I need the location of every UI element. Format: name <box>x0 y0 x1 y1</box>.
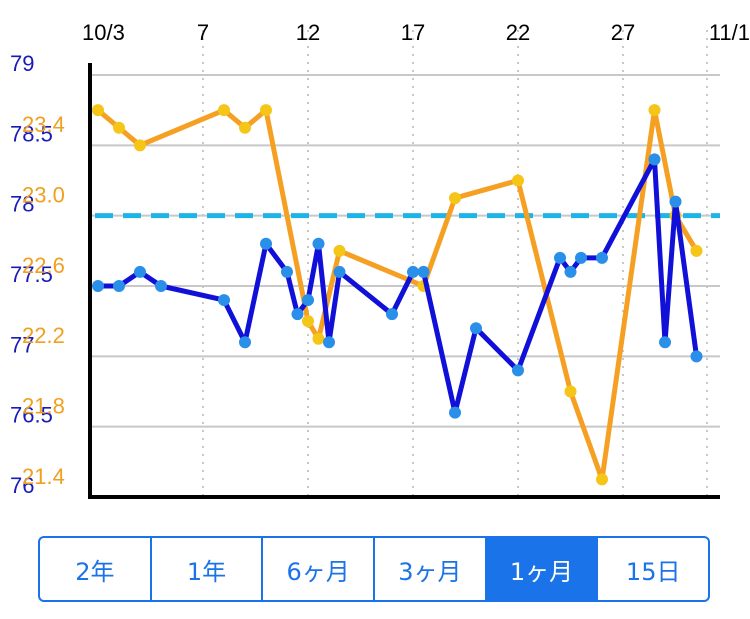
data-point-left <box>512 364 524 377</box>
y-axis-ticks: 79 78.5 78 77.5 77 76.5 76 23.4 23.0 22.6 22.2 21.8… <box>10 51 65 498</box>
y-right-tick-label: 22.2 <box>22 323 65 348</box>
range-option-3m[interactable]: 3ヶ月 <box>375 538 487 600</box>
data-point-left <box>575 251 587 264</box>
data-point-left <box>596 251 608 264</box>
data-point-left <box>323 336 335 349</box>
data-point-left <box>312 237 325 250</box>
data-point-right <box>564 385 577 398</box>
data-point-left <box>648 153 661 166</box>
data-point-left <box>659 336 671 349</box>
data-point-right <box>690 244 703 257</box>
data-point-left <box>470 322 482 335</box>
data-point-left <box>333 265 346 278</box>
data-point-left <box>407 265 419 278</box>
series-group <box>92 104 703 486</box>
data-point-right <box>218 104 230 117</box>
series-line-right <box>96 107 699 482</box>
range-option-6m[interactable]: 6ヶ月 <box>263 538 376 600</box>
x-tick-label: 22 <box>506 20 530 45</box>
range-option-15d[interactable]: 15日 <box>625 557 681 586</box>
data-point-left <box>669 195 682 208</box>
range-option-1y[interactable]: 1年 <box>152 538 264 600</box>
y-right-tick-label: 23.4 <box>22 112 65 137</box>
data-point-right <box>333 244 346 257</box>
y-right-tick-label: 21.8 <box>22 394 65 419</box>
data-point-right <box>134 139 146 152</box>
data-point-left <box>302 294 314 307</box>
data-point-left <box>92 280 104 292</box>
x-tick-label: 27 <box>611 20 635 45</box>
data-point-right <box>596 473 608 486</box>
data-point-left <box>281 265 293 278</box>
y-left-tick-label: 76.5 <box>10 403 53 428</box>
y-right-tick-label: 21.4 <box>22 464 65 489</box>
data-point-left <box>218 294 230 307</box>
data-point-right <box>302 315 314 328</box>
y-right-tick-label: 22.6 <box>22 253 65 278</box>
gridlines <box>90 30 720 498</box>
data-point-right <box>113 121 125 134</box>
data-point-left <box>155 280 167 292</box>
x-tick-label: 7 <box>197 20 209 45</box>
data-point-left <box>449 406 461 419</box>
data-point-left <box>134 265 146 278</box>
y-left-tick-label: 78.5 <box>10 121 53 146</box>
data-point-right <box>648 104 661 117</box>
data-point-left <box>690 350 703 363</box>
data-point-right <box>312 332 325 345</box>
data-point-right <box>239 121 251 134</box>
y-right-tick-label: 23.0 <box>22 183 65 208</box>
range-option-2y[interactable]: 2年 <box>40 538 152 600</box>
data-point-right <box>260 104 272 117</box>
x-tick-label: 12 <box>296 20 320 45</box>
data-point-left <box>554 251 566 264</box>
data-point-right <box>449 192 461 205</box>
data-point-right <box>512 174 524 187</box>
data-point-left <box>113 280 125 292</box>
x-tick-label: 10/3 <box>82 20 125 45</box>
data-point-left <box>417 265 430 278</box>
weight-chart: 79 78.5 78 77.5 77 76.5 76 23.4 23.0 22.6 22.2 21.8… <box>10 20 750 499</box>
y-left-tick-label: 78 <box>10 192 34 217</box>
y-left-tick-label: 79 <box>10 51 34 76</box>
range-option-1m[interactable]: 1ヶ月 <box>486 538 599 600</box>
x-tick-label: 17 <box>401 20 425 45</box>
y-left-tick-label: 76 <box>10 473 34 498</box>
data-point-left <box>260 237 272 250</box>
data-point-left <box>291 308 304 321</box>
data-point-left <box>564 265 577 278</box>
x-tick-label: 11/1 <box>709 20 750 45</box>
data-point-left <box>239 336 251 349</box>
y-left-tick-label: 77 <box>10 332 34 357</box>
y-left-tick-label: 77.5 <box>10 262 53 287</box>
data-point-left <box>386 308 398 321</box>
range-selector: 2年 1年 6ヶ月 3ヶ月 1ヶ月 15日 <box>38 536 710 602</box>
data-point-right <box>92 104 104 117</box>
x-axis-ticks: 10/3 7 12 17 22 27 11/1 <box>82 20 750 45</box>
